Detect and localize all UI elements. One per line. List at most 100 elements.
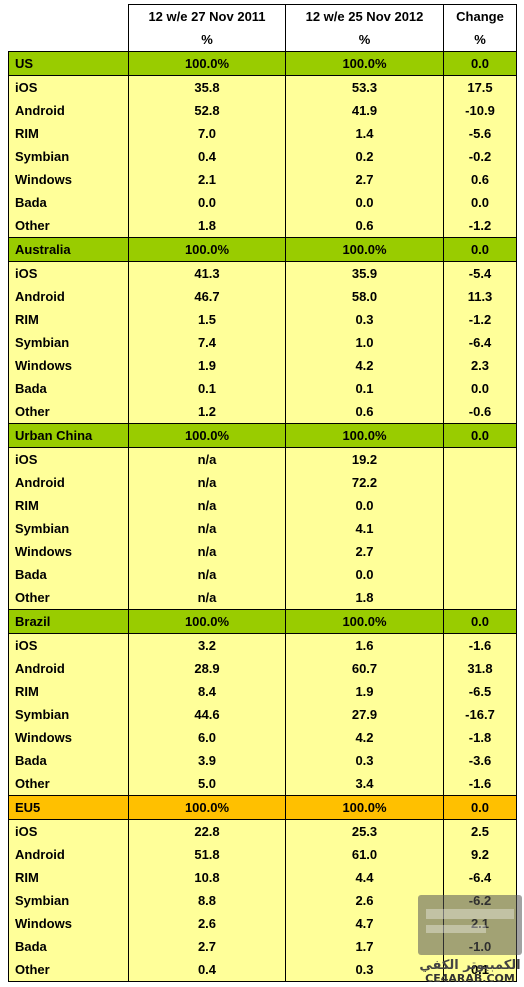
- share-2012: 61.0: [285, 843, 444, 866]
- region-total-change: 0.0: [443, 237, 517, 262]
- watermark-arabic-text: الكمبيوتر الكفي: [419, 958, 520, 973]
- share-2012: 0.2: [285, 145, 444, 168]
- share-change: 9.2: [443, 843, 517, 866]
- region-total-change: 0.0: [443, 423, 517, 448]
- share-change: 11.3: [443, 285, 517, 308]
- share-2011: 3.9: [128, 749, 286, 772]
- share-2011: 1.5: [128, 308, 286, 331]
- os-name: RIM: [8, 308, 129, 331]
- share-2011: n/a: [128, 563, 286, 586]
- table-row: Bada 0.0 0.0 0.0: [8, 191, 517, 214]
- share-change: -0.6: [443, 400, 517, 424]
- share-2012: 0.3: [285, 958, 444, 982]
- share-2011: 8.4: [128, 680, 286, 703]
- table-row: Other 1.8 0.6 -1.2: [8, 214, 517, 238]
- table-row: Symbian n/a 4.1: [8, 517, 517, 540]
- os-name: Symbian: [8, 331, 129, 354]
- os-name: iOS: [8, 633, 129, 657]
- share-2011: n/a: [128, 540, 286, 563]
- share-2012: 0.0: [285, 494, 444, 517]
- share-2012: 4.1: [285, 517, 444, 540]
- share-2011: 2.1: [128, 168, 286, 191]
- os-name: iOS: [8, 819, 129, 843]
- share-2012: 53.3: [285, 75, 444, 99]
- table-row: iOS 41.3 35.9 -5.4: [8, 261, 517, 285]
- table-row: Symbian 0.4 0.2 -0.2: [8, 145, 517, 168]
- share-change: -1.6: [443, 772, 517, 796]
- os-name: Android: [8, 657, 129, 680]
- share-2011: 28.9: [128, 657, 286, 680]
- table-row: RIM 1.5 0.3 -1.2: [8, 308, 517, 331]
- share-2012: 2.7: [285, 540, 444, 563]
- share-2012: 4.4: [285, 866, 444, 889]
- share-2012: 4.7: [285, 912, 444, 935]
- share-change: -3.6: [443, 749, 517, 772]
- os-name: Other: [8, 958, 129, 982]
- table-row: RIM 7.0 1.4 -5.6: [8, 122, 517, 145]
- share-2012: 1.8: [285, 586, 444, 610]
- region-row: US 100.0% 100.0% 0.0: [8, 51, 517, 76]
- share-2011: 2.7: [128, 935, 286, 958]
- share-2012: 1.9: [285, 680, 444, 703]
- share-2011: 1.2: [128, 400, 286, 424]
- share-2012: 1.6: [285, 633, 444, 657]
- share-2011: 0.1: [128, 377, 286, 400]
- header-row-1: 12 w/e 27 Nov 2011 12 w/e 25 Nov 2012 Ch…: [8, 4, 517, 28]
- region-name: Brazil: [8, 609, 129, 634]
- table-row: iOS 22.8 25.3 2.5: [8, 819, 517, 843]
- share-change: -1.8: [443, 726, 517, 749]
- share-change: 0.0: [443, 377, 517, 400]
- share-change: 31.8: [443, 657, 517, 680]
- share-change: -1.2: [443, 214, 517, 238]
- share-2011: 1.8: [128, 214, 286, 238]
- table-row: Bada 3.9 0.3 -3.6: [8, 749, 517, 772]
- region-total-2011: 100.0%: [128, 237, 286, 262]
- os-name: iOS: [8, 447, 129, 471]
- share-2011: 44.6: [128, 703, 286, 726]
- header-period-2011: 12 w/e 27 Nov 2011: [128, 4, 286, 28]
- share-2012: 3.4: [285, 772, 444, 796]
- share-2011: 2.6: [128, 912, 286, 935]
- share-change: -5.6: [443, 122, 517, 145]
- share-change: -1.2: [443, 308, 517, 331]
- os-name: RIM: [8, 494, 129, 517]
- share-2012: 58.0: [285, 285, 444, 308]
- os-name: Bada: [8, 563, 129, 586]
- table-row: Bada n/a 0.0: [8, 563, 517, 586]
- os-name: Symbian: [8, 703, 129, 726]
- share-2011: n/a: [128, 447, 286, 471]
- share-2011: 3.2: [128, 633, 286, 657]
- region-total-change: 0.0: [443, 609, 517, 634]
- table-row: Symbian 44.6 27.9 -16.7: [8, 703, 517, 726]
- region-total-change: 0.0: [443, 795, 517, 820]
- os-name: Bada: [8, 749, 129, 772]
- os-name: Android: [8, 843, 129, 866]
- share-change: -6.4: [443, 331, 517, 354]
- os-name: Bada: [8, 935, 129, 958]
- os-name: Bada: [8, 191, 129, 214]
- share-2012: 0.3: [285, 308, 444, 331]
- share-2012: 1.0: [285, 331, 444, 354]
- share-change: 2.3: [443, 354, 517, 377]
- share-2011: 0.4: [128, 145, 286, 168]
- os-name: Bada: [8, 377, 129, 400]
- os-name: iOS: [8, 75, 129, 99]
- share-2012: 60.7: [285, 657, 444, 680]
- share-change: -1.6: [443, 633, 517, 657]
- os-name: Symbian: [8, 145, 129, 168]
- os-name: Other: [8, 400, 129, 424]
- share-2012: 72.2: [285, 471, 444, 494]
- share-2011: 0.0: [128, 191, 286, 214]
- header-change: Change: [443, 4, 517, 28]
- table-row: Android n/a 72.2: [8, 471, 517, 494]
- table-row: Windows 2.1 2.7 0.6: [8, 168, 517, 191]
- share-2012: 2.7: [285, 168, 444, 191]
- share-change: -0.2: [443, 145, 517, 168]
- os-name: Windows: [8, 540, 129, 563]
- header-blank: [8, 4, 129, 28]
- share-change: [443, 471, 517, 494]
- table-row: Android 46.7 58.0 11.3: [8, 285, 517, 308]
- share-change: [443, 540, 517, 563]
- share-2011: 52.8: [128, 99, 286, 122]
- os-name: Android: [8, 471, 129, 494]
